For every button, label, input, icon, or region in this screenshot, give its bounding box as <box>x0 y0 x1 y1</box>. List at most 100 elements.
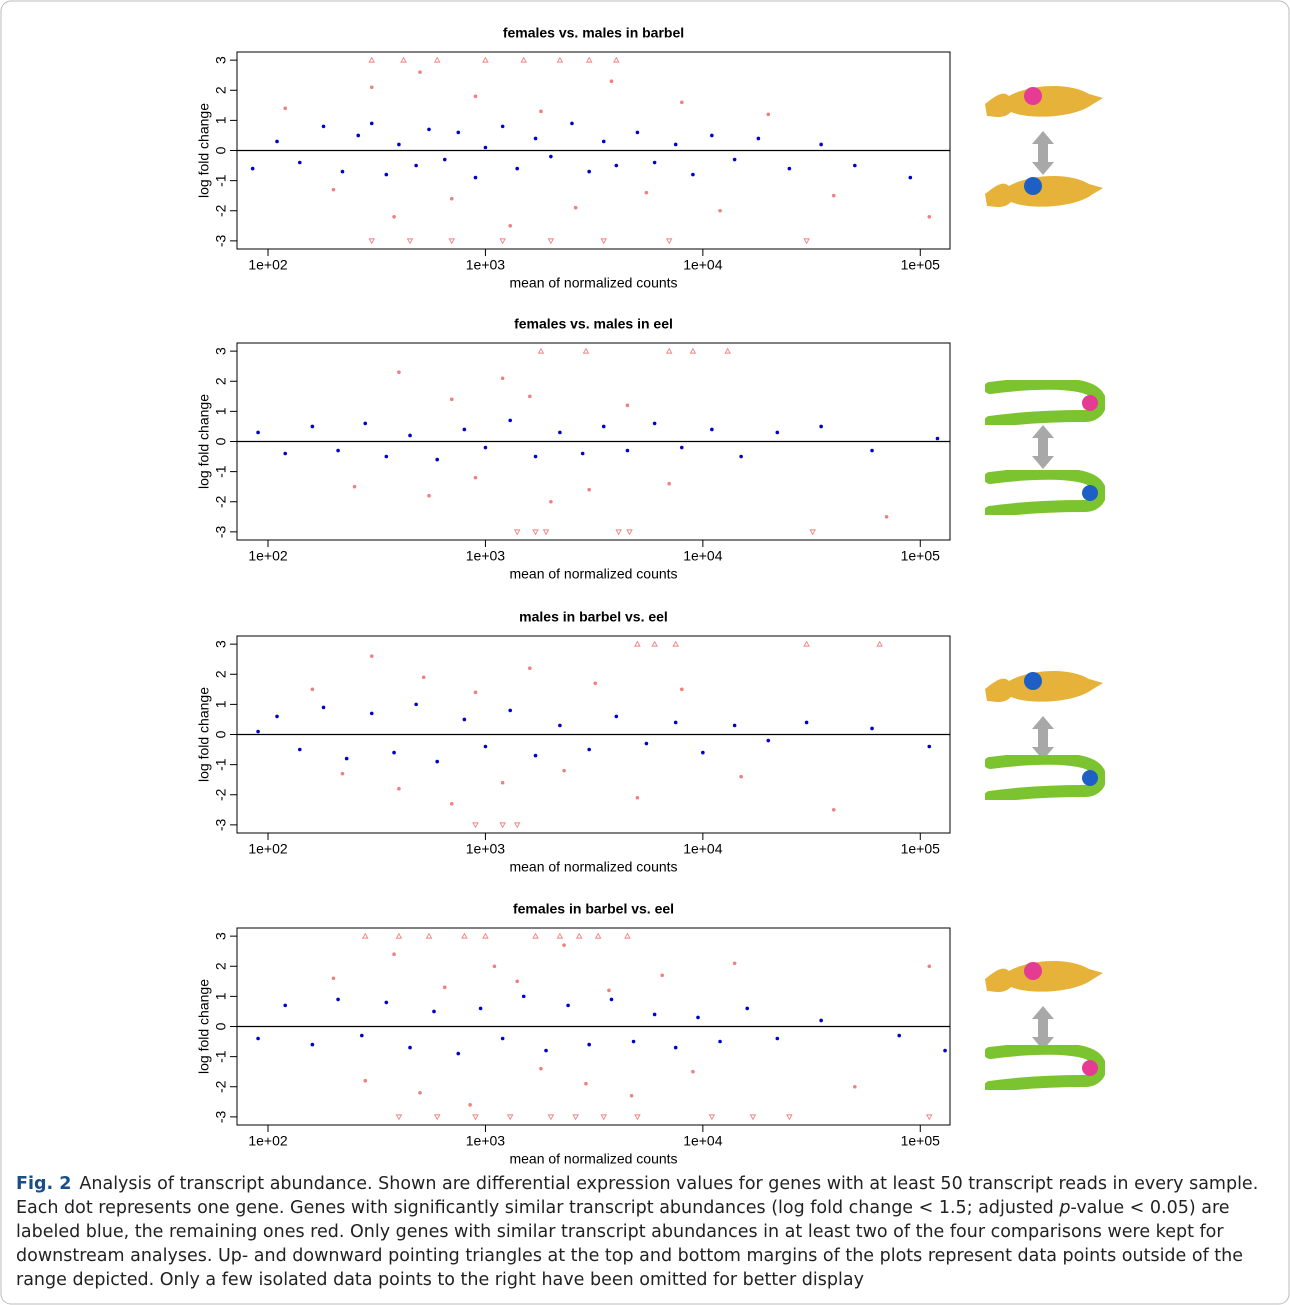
point <box>625 448 630 453</box>
point <box>566 1003 570 1008</box>
point <box>442 985 447 990</box>
triangle-point <box>406 238 414 245</box>
point <box>449 397 454 402</box>
x-tick-label: 1e+05 <box>901 257 941 273</box>
point <box>435 457 440 462</box>
icons <box>985 86 1103 1087</box>
point <box>418 70 422 74</box>
x-tick-label: 1e+03 <box>466 548 506 564</box>
triangle-point <box>876 640 883 647</box>
y-tick-label: 1 <box>213 116 229 124</box>
point <box>587 1042 591 1047</box>
point <box>629 1093 634 1098</box>
point <box>414 163 418 168</box>
point <box>718 1039 722 1044</box>
point <box>528 394 532 399</box>
point <box>414 702 418 707</box>
triangle-point <box>689 347 697 354</box>
caption-text: -value < 0.05) are labeled blue, the rem… <box>16 1198 1244 1290</box>
y-tick-label: -2 <box>213 495 229 508</box>
point <box>442 157 447 162</box>
triangle-point <box>556 56 564 63</box>
point <box>321 124 326 129</box>
point <box>710 427 714 432</box>
x-axis-title: mean of normalized counts <box>509 275 677 291</box>
triangle-point <box>542 529 550 536</box>
x-tick-label: 1e+04 <box>683 257 723 273</box>
point <box>435 759 440 764</box>
point <box>870 726 874 731</box>
point <box>468 1103 472 1107</box>
point <box>927 744 932 749</box>
point <box>584 1081 588 1086</box>
triangle-point <box>600 1114 607 1121</box>
x-tick-label: 1e+03 <box>466 257 506 273</box>
point <box>549 499 553 504</box>
point <box>397 142 401 147</box>
triangle-point <box>433 1114 441 1121</box>
point <box>331 187 336 192</box>
y-axis-title: log fold change <box>196 687 212 782</box>
plot-box <box>236 342 951 541</box>
y-tick-label: -1 <box>213 174 229 187</box>
y-tick-label: 2 <box>213 962 229 970</box>
x-axis-title: mean of normalized counts <box>509 859 677 875</box>
point <box>635 795 640 800</box>
point <box>745 1006 750 1011</box>
point <box>449 801 454 806</box>
point <box>421 675 426 680</box>
triangle-point <box>665 347 673 354</box>
triangle-point <box>537 347 545 354</box>
triangle-point <box>448 238 456 245</box>
y-tick-label: -3 <box>213 1110 229 1123</box>
triangle-point <box>575 932 583 939</box>
point <box>853 1084 857 1089</box>
point <box>635 130 640 135</box>
triangle-point <box>624 932 631 939</box>
triangle-point <box>809 529 816 536</box>
y-tick-label: -2 <box>213 788 229 801</box>
point <box>943 1048 947 1053</box>
point <box>927 964 932 969</box>
x-tick-label: 1e+04 <box>683 1133 723 1149</box>
y-tick-label: -3 <box>213 818 229 831</box>
point <box>652 421 657 426</box>
point <box>897 1033 902 1038</box>
plot-box <box>236 51 951 250</box>
point <box>427 127 431 132</box>
y-axis-title: log fold change <box>196 394 212 489</box>
point <box>310 1042 315 1047</box>
point <box>256 430 260 435</box>
x-tick-label: 1e+04 <box>683 841 723 857</box>
x-axis-title: mean of normalized counts <box>509 1151 677 1167</box>
y-tick-label: 2 <box>213 670 229 678</box>
point <box>369 654 374 658</box>
y-axis-title: log fold change <box>196 979 212 1074</box>
triangle-point <box>547 238 555 245</box>
point <box>673 720 678 725</box>
triangle-point <box>547 1114 555 1121</box>
point <box>935 436 940 441</box>
y-tick-label: -2 <box>213 1080 229 1093</box>
point <box>500 780 505 785</box>
x-tick-label: 1e+05 <box>901 548 941 564</box>
triangle-point <box>472 1114 479 1121</box>
point <box>718 208 722 213</box>
point <box>884 515 889 519</box>
chart-title: females vs. males in barbel <box>503 25 684 41</box>
point <box>587 747 591 752</box>
point <box>321 705 326 710</box>
point <box>831 193 836 198</box>
chart-title: females in barbel vs. eel <box>513 901 674 917</box>
point <box>462 717 467 722</box>
point <box>558 430 562 435</box>
x-tick-label: 1e+05 <box>901 1133 941 1149</box>
point <box>766 112 771 117</box>
point <box>310 424 315 429</box>
point <box>515 979 520 984</box>
point <box>331 976 336 981</box>
point <box>609 997 614 1002</box>
point <box>601 424 606 429</box>
point <box>515 166 520 171</box>
